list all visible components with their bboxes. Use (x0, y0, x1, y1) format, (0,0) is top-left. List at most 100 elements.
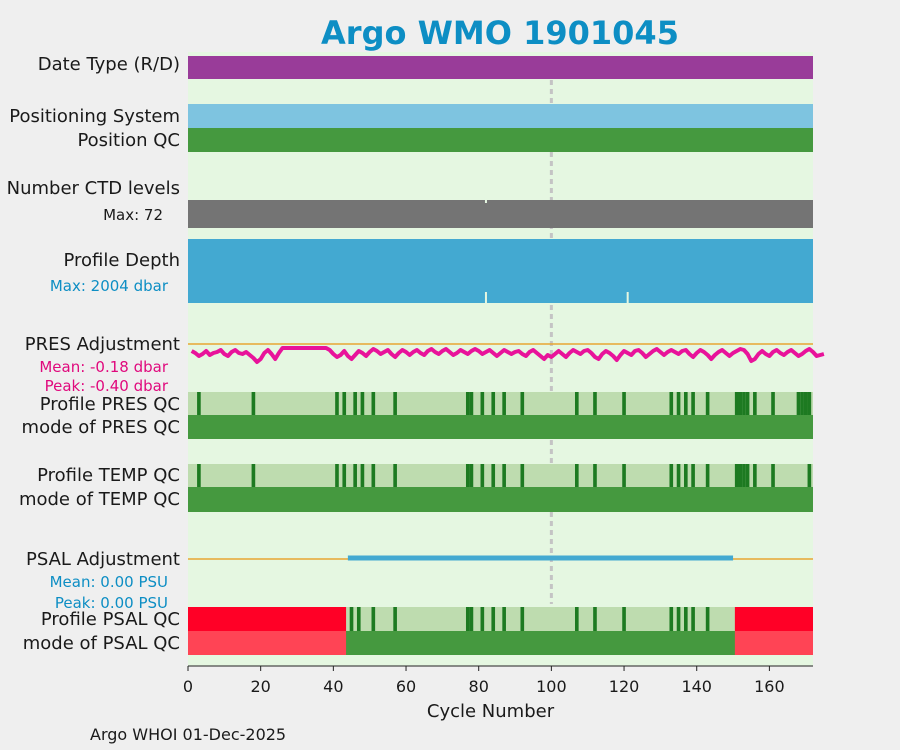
label-ctd-levels: Number CTD levels (7, 178, 180, 199)
profile-temp-qc-flag (197, 464, 201, 487)
profile-temp-qc-flag (335, 464, 339, 487)
label-date-type: Date Type (R/D) (38, 54, 180, 75)
x-tick-label: 0 (183, 677, 193, 696)
ctd-levels-gap (484, 197, 487, 203)
label-mode-temp-qc: mode of TEMP QC (19, 489, 180, 510)
profile-pres-qc-flag (771, 392, 775, 415)
label-psal-adjustment: PSAL Adjustment (26, 549, 180, 570)
profile-pres-qc-flag (800, 392, 804, 415)
profile-pres-qc-flag (807, 392, 812, 415)
label-pres-mean: Mean: -0.18 dbar (39, 358, 169, 376)
date-type-bar (188, 56, 813, 79)
profile-pres-qc-flag (342, 392, 347, 415)
profile-pres-qc-bar (188, 392, 813, 415)
profile-pres-qc-flag (520, 392, 525, 415)
profile-psal-qc-flag (520, 607, 525, 631)
label-mode-pres-qc: mode of PRES QC (22, 417, 180, 438)
profile-psal-qc-flag (469, 607, 474, 631)
mode-psal-qc-bad (188, 631, 347, 655)
profile-temp-qc-flag (753, 464, 757, 487)
profile-pres-qc-flag (691, 392, 695, 415)
profile-psal-qc-flag (356, 607, 361, 631)
profile-pres-qc-flag (734, 392, 739, 415)
mode-temp-qc-bar (188, 487, 813, 512)
profile-temp-qc-flag (502, 464, 506, 487)
profile-temp-qc-flag (734, 464, 739, 487)
profile-psal-qc-flag (349, 607, 354, 631)
profile-pres-qc-flag (745, 392, 750, 415)
profile-pres-qc-flag (469, 392, 474, 415)
ctd-levels-bar (188, 200, 813, 228)
profile-psal-qc-flag (593, 607, 597, 631)
profile-pres-qc-flag (705, 392, 710, 415)
profile-psal-qc-bad (734, 607, 813, 631)
profile-pres-qc-flag (738, 392, 743, 415)
profile-temp-qc-flag (745, 464, 750, 487)
profile-pres-qc-flag (803, 392, 808, 415)
profile-pres-qc-flag (742, 392, 746, 415)
profile-pres-qc-flag (753, 392, 757, 415)
profile-pres-qc-flag (335, 392, 339, 415)
profile-pres-qc-flag (360, 392, 365, 415)
profile-pres-qc-flag (676, 392, 681, 415)
position-qc-bar (188, 128, 813, 152)
x-tick-label: 80 (469, 677, 489, 696)
profile-temp-qc-flag (676, 464, 681, 487)
profile-depth-gap (484, 292, 487, 303)
positioning-system-bar (188, 104, 813, 128)
profile-psal-qc-flag (393, 607, 397, 631)
x-axis: 0 20 40 60 80 100 120 140 160 Cycle Number (183, 666, 785, 722)
profile-psal-qc-flag (502, 607, 506, 631)
profile-temp-qc-flag (622, 464, 626, 487)
profile-pres-qc-flag (371, 392, 376, 415)
x-axis-label: Cycle Number (427, 701, 555, 722)
label-pres-adjustment: PRES Adjustment (25, 334, 180, 355)
label-mode-psal-qc: mode of PSAL QC (23, 633, 180, 654)
profile-temp-qc-flag (807, 464, 812, 487)
profile-temp-qc-flag (360, 464, 365, 487)
profile-psal-qc-flag (705, 607, 710, 631)
label-depth-max: Max: 2004 dbar (50, 277, 169, 295)
profile-temp-qc-flag (353, 464, 357, 487)
label-ctd-max: Max: 72 (103, 206, 163, 224)
profile-psal-qc-flag (676, 607, 681, 631)
profile-temp-qc-flag (393, 464, 397, 487)
profile-temp-qc-flag (491, 464, 496, 487)
profile-psal-qc-flag (684, 607, 688, 631)
profile-temp-qc-flag (705, 464, 710, 487)
profile-temp-qc-flag (669, 464, 674, 487)
profile-pres-qc-flag (684, 392, 688, 415)
profile-psal-qc-flag (574, 607, 579, 631)
x-tick-label: 40 (323, 677, 343, 696)
profile-pres-qc-flag (393, 392, 397, 415)
plot-area (188, 52, 825, 667)
profile-pres-qc-flag (491, 392, 496, 415)
label-positioning-system: Positioning System (9, 106, 180, 127)
profile-psal-qc-flag (622, 607, 626, 631)
x-tick-label: 60 (396, 677, 416, 696)
label-psal-peak: Peak: 0.00 PSU (55, 594, 168, 612)
profile-temp-qc-flag (684, 464, 688, 487)
profile-pres-qc-flag (197, 392, 201, 415)
profile-temp-qc-flag (691, 464, 695, 487)
profile-temp-qc-flag (480, 464, 485, 487)
x-tick-label: 100 (536, 677, 567, 696)
profile-temp-qc-flag (742, 464, 746, 487)
profile-temp-qc-flag (593, 464, 597, 487)
profile-pres-qc-flag (251, 392, 256, 415)
profile-psal-qc-flag (465, 607, 470, 631)
profile-psal-qc-flag (371, 607, 376, 631)
profile-depth-bar (188, 239, 813, 303)
profile-temp-qc-flag (738, 464, 743, 487)
pres-adjustment-line (190, 346, 825, 364)
footer-credit: Argo WHOI 01-Dec-2025 (90, 725, 287, 744)
profile-psal-qc-flag (691, 607, 695, 631)
profile-pres-qc-flag (465, 392, 470, 415)
label-pres-peak: Peak: -0.40 dbar (45, 377, 169, 395)
profile-temp-qc-flag (469, 464, 474, 487)
profile-psal-qc-flag (669, 607, 674, 631)
label-position-qc: Position QC (77, 130, 180, 151)
profile-pres-qc-flag (502, 392, 506, 415)
profile-pres-qc-flag (353, 392, 357, 415)
profile-temp-qc-flag (771, 464, 775, 487)
